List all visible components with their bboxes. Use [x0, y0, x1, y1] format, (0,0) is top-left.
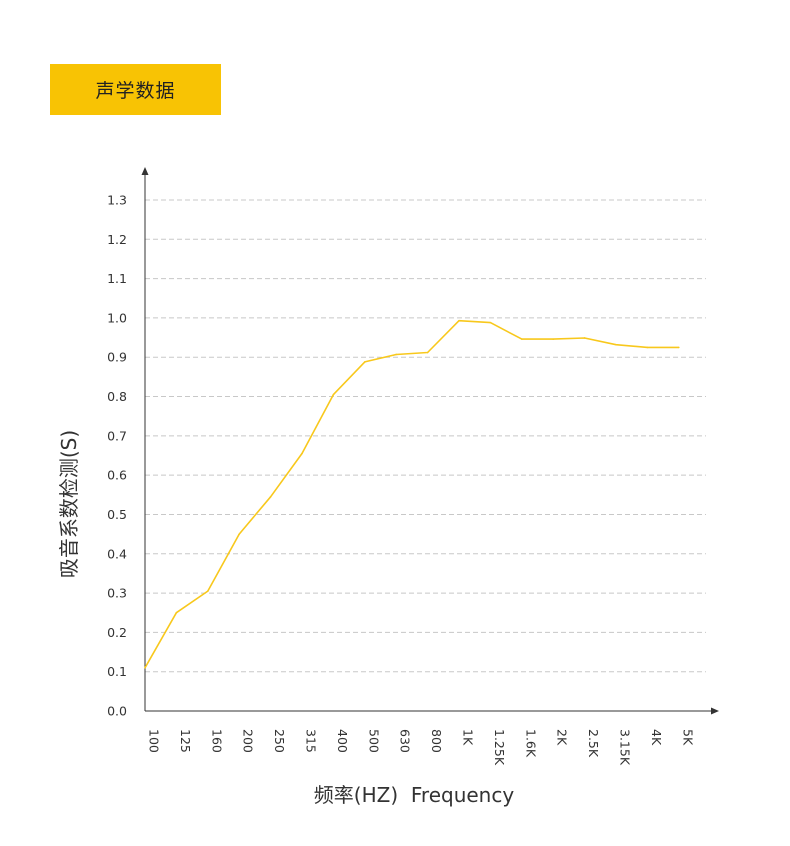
data-point — [364, 361, 366, 363]
x-tick-label: 400 — [335, 729, 350, 753]
y-axis-arrow — [141, 167, 149, 175]
x-tick-label: 4K — [649, 729, 664, 746]
y-tick-label: 1.1 — [107, 271, 127, 286]
series-group — [144, 319, 680, 669]
y-tick-label: 1.2 — [107, 232, 127, 247]
y-tick-label: 0.0 — [107, 704, 127, 719]
x-tick-label: 160 — [209, 729, 224, 753]
x-tick-label: 2.5K — [586, 729, 601, 758]
x-tick-label: 250 — [272, 729, 287, 753]
data-point — [238, 533, 240, 535]
x-axis-title: 频率(HZ) Frequency — [314, 783, 515, 807]
y-tick-label: 0.6 — [107, 468, 127, 483]
x-tick-labels: 100 125 160 200 250 315 400 500 630 800 1K 1.25K 1.6… — [147, 729, 696, 766]
x-tick-label: 200 — [241, 729, 256, 753]
y-tick-label: 0.8 — [107, 389, 127, 404]
y-tick-label: 0.2 — [107, 625, 127, 640]
y-axis-title: 吸音系数检测(S) — [57, 430, 81, 578]
y-tick-label: 0.1 — [107, 664, 127, 679]
data-point — [552, 338, 554, 340]
data-point — [332, 393, 335, 396]
x-tick-label: 315 — [304, 729, 319, 753]
x-tick-label: 100 — [147, 729, 162, 753]
data-point — [678, 346, 680, 349]
data-point — [458, 319, 460, 322]
data-point — [521, 338, 523, 340]
x-tick-label: 125 — [178, 729, 193, 753]
series-line — [144, 319, 679, 669]
x-tick-label: 2K — [555, 729, 570, 746]
data-point — [646, 346, 649, 349]
x-axis-arrow — [711, 707, 719, 715]
axes — [141, 167, 719, 715]
data-point — [207, 590, 209, 592]
x-tick-label: 3.15K — [618, 729, 633, 766]
y-tick-label: 0.5 — [107, 507, 127, 522]
data-point — [301, 452, 303, 455]
y-tick-label: 0.4 — [107, 546, 127, 561]
x-tick-label: 5K — [680, 729, 695, 746]
y-tick-label: 0.3 — [107, 586, 127, 601]
section-title-badge: 声学数据 — [50, 64, 221, 115]
x-tick-label: 800 — [429, 729, 444, 753]
x-tick-label: 1.25K — [492, 729, 507, 766]
y-tick-label: 1.0 — [107, 310, 127, 325]
x-tick-label: 500 — [366, 729, 381, 753]
data-point — [395, 353, 398, 356]
section-title: 声学数据 — [95, 80, 176, 102]
data-point — [144, 666, 146, 669]
y-tick-label: 0.9 — [107, 350, 127, 365]
data-point — [583, 337, 586, 339]
x-tick-label: 1.6K — [523, 729, 538, 758]
data-point — [615, 343, 617, 346]
data-point — [175, 611, 178, 614]
x-tick-label: 1K — [461, 729, 476, 746]
y-tick-label: 0.7 — [107, 428, 127, 443]
x-tick-label: 630 — [398, 729, 413, 753]
y-tick-labels: 0.0 0.1 0.2 0.3 0.4 0.5 0.6 0.7 0.8 0.9 1.0 1.1 1.2 1… — [107, 193, 127, 719]
data-point — [489, 321, 492, 324]
grid-lines — [145, 199, 706, 673]
y-tick-label: 1.3 — [107, 193, 127, 208]
data-point — [426, 351, 429, 354]
data-point — [269, 495, 272, 498]
